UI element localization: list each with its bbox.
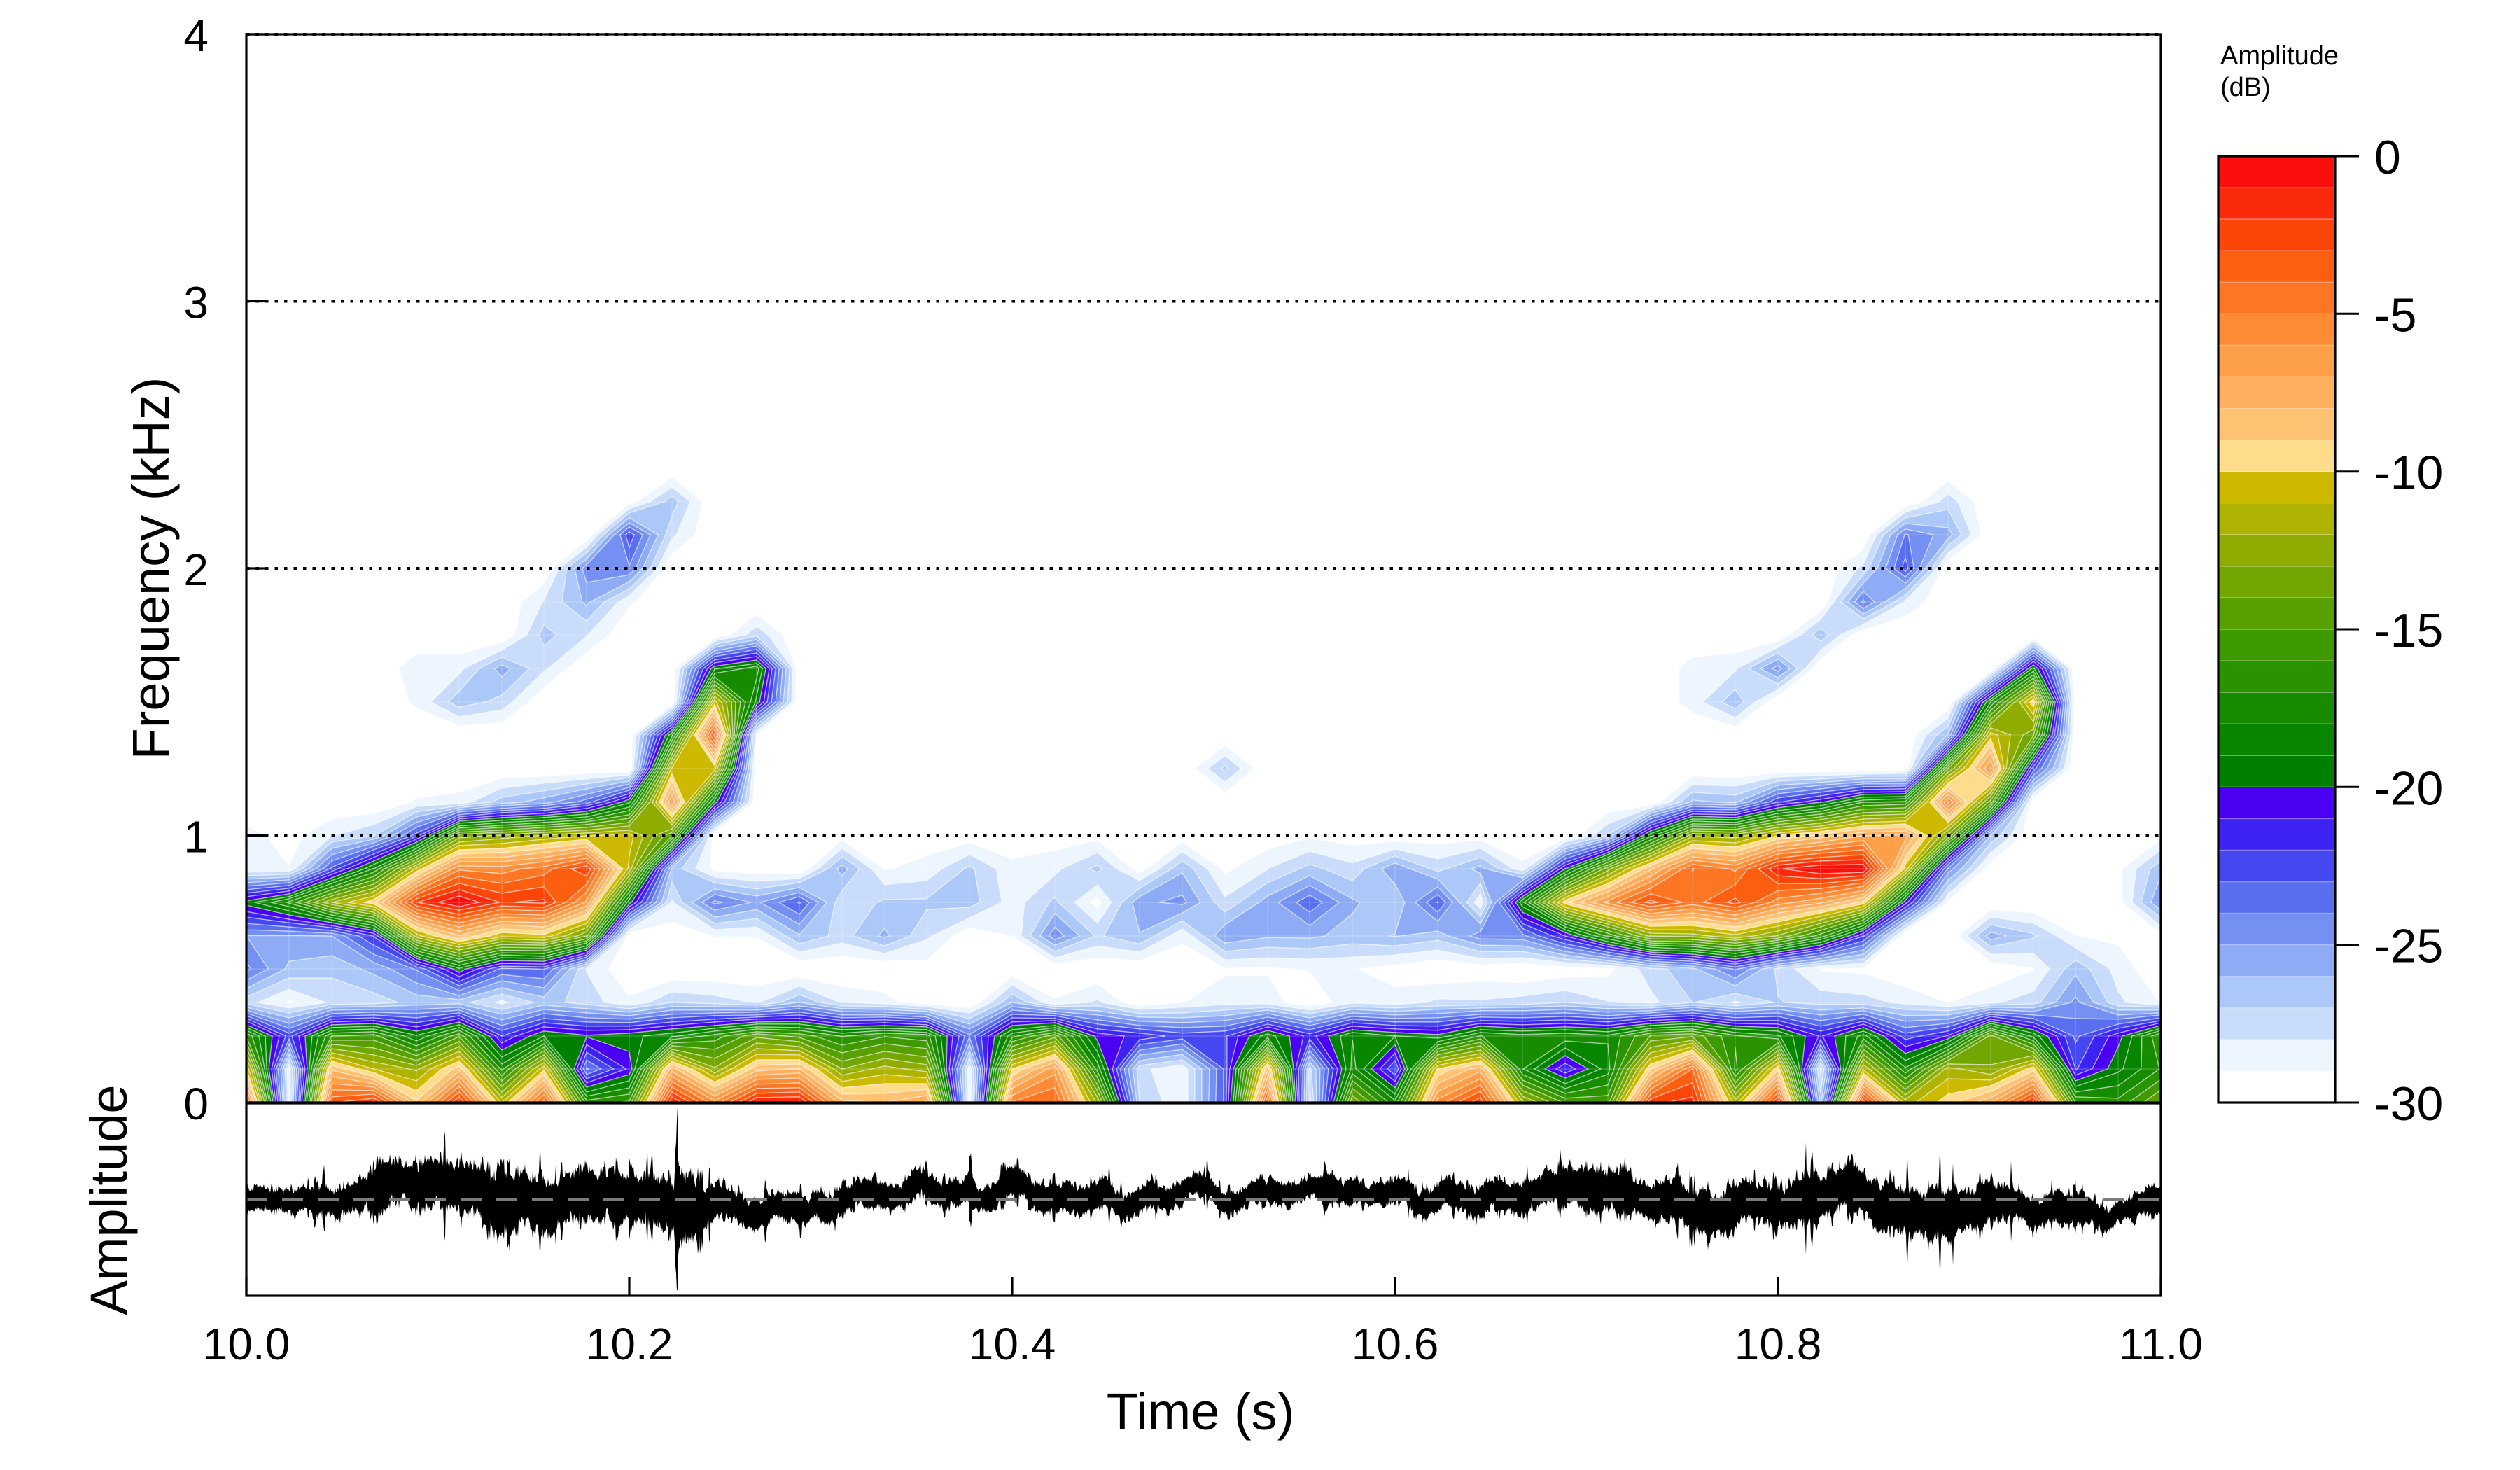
svg-text:3: 3 (183, 278, 209, 328)
svg-text:11.0: 11.0 (2119, 1319, 2203, 1369)
svg-text:0: 0 (183, 1079, 209, 1129)
svg-text:-30: -30 (2374, 1077, 2443, 1130)
svg-text:10.8: 10.8 (1735, 1319, 1822, 1369)
svg-text:Time (s): Time (s) (1107, 1382, 1295, 1441)
svg-text:10.6: 10.6 (1352, 1319, 1439, 1369)
svg-text:Amplitude: Amplitude (80, 1084, 138, 1315)
svg-text:0: 0 (2374, 131, 2401, 184)
svg-text:-20: -20 (2374, 762, 2443, 815)
svg-text:10.2: 10.2 (586, 1319, 673, 1369)
svg-text:4: 4 (183, 10, 209, 61)
svg-text:-25: -25 (2374, 920, 2443, 973)
svg-text:10.0: 10.0 (203, 1319, 290, 1369)
svg-text:1: 1 (183, 812, 209, 862)
svg-text:Frequency (kHz): Frequency (kHz) (122, 377, 180, 760)
svg-text:-5: -5 (2374, 288, 2416, 342)
svg-text:-15: -15 (2374, 604, 2443, 657)
svg-text:(dB): (dB) (2220, 73, 2271, 102)
svg-text:-10: -10 (2374, 447, 2443, 500)
svg-text:Amplitude: Amplitude (2220, 41, 2339, 71)
svg-text:2: 2 (183, 545, 209, 595)
svg-text:10.4: 10.4 (969, 1319, 1056, 1369)
